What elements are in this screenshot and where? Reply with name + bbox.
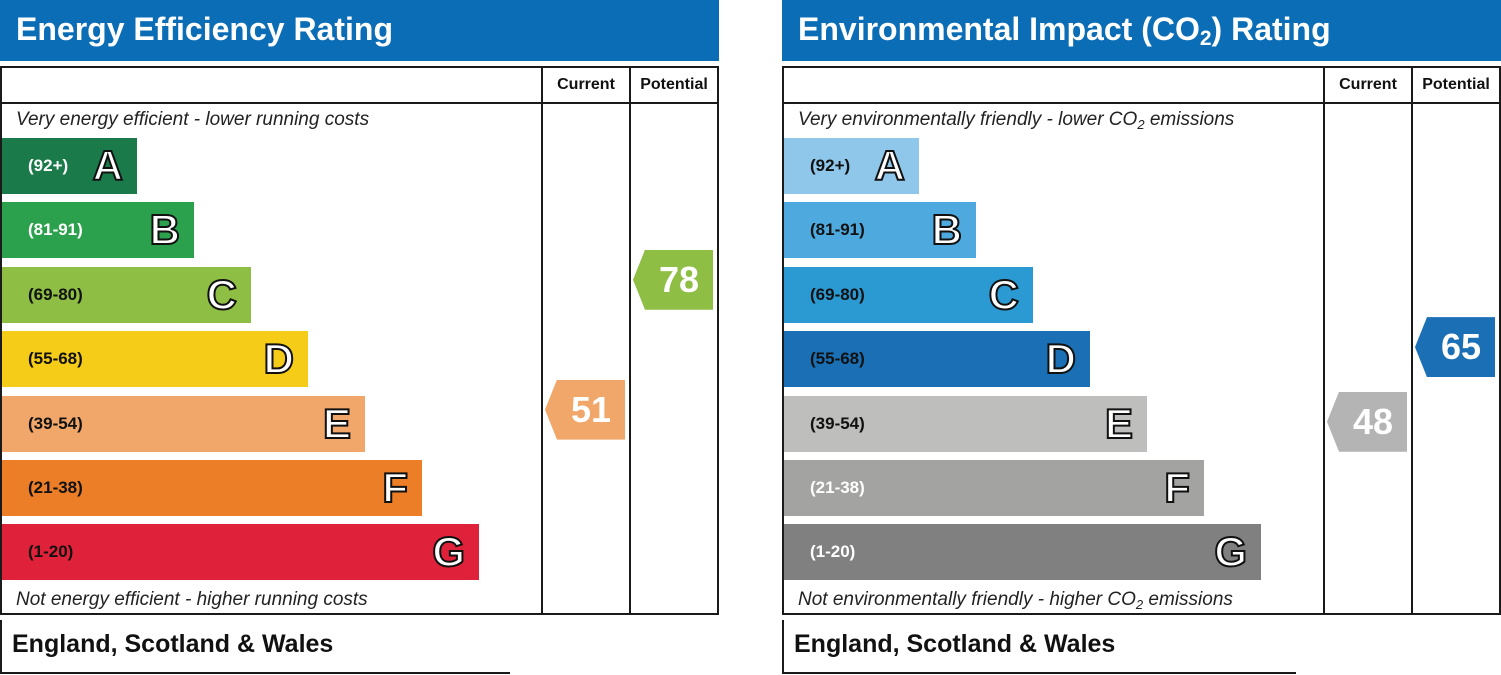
top-note: Very energy efficient - lower running co…: [16, 109, 370, 130]
band-range-label: (1-20): [810, 542, 856, 562]
footer: England, Scotland & Wales: [782, 620, 1296, 674]
band-range-label: (69-80): [810, 284, 865, 304]
footer-region: England, Scotland & Wales: [12, 630, 334, 658]
current-column-divider: [1323, 68, 1325, 613]
header-divider: [784, 102, 1499, 104]
band-letter: B: [149, 205, 181, 254]
potential-arrow-shape: [633, 249, 713, 310]
potential-rating-arrow: 78: [633, 249, 713, 310]
band-c: (69-80) C: [784, 266, 1033, 323]
top-note: Very environmentally friendly - lower CO…: [798, 109, 1234, 131]
header-divider: [2, 102, 717, 104]
band-range-label: (92+): [810, 156, 851, 175]
potential-rating-value: 78: [658, 258, 700, 300]
band-letter: D: [263, 334, 295, 383]
band-range-label: (81-91): [28, 220, 83, 240]
band-range-label: (39-54): [28, 413, 83, 433]
band-range-label: (21-38): [28, 478, 83, 497]
band-f: (21-38) F: [2, 460, 422, 516]
top-note-subscript: 2: [1137, 117, 1145, 132]
potential-column-divider: [629, 68, 631, 613]
band-g: (1-20) G: [784, 524, 1261, 581]
bottom-note-tail: emissions: [1143, 589, 1233, 610]
top-note-tail: emissions: [1144, 109, 1235, 130]
band-letter: C: [206, 270, 238, 319]
current-rating-value: 48: [1352, 400, 1394, 442]
chart-title-subscript: 2: [1199, 27, 1212, 50]
band-letter: A: [874, 141, 906, 190]
current-column-header: Current: [557, 76, 615, 93]
band-letter: E: [1104, 399, 1134, 448]
footer-region: England, Scotland & Wales: [794, 630, 1116, 658]
band-range-label: (55-68): [810, 349, 865, 369]
chart-title-tail: ) Rating: [1211, 11, 1331, 47]
chart-frame: Current Potential Very energy efficient …: [0, 66, 719, 615]
band-letter: E: [322, 399, 352, 448]
energy-efficiency-chart: Energy Efficiency Rating Current Potenti…: [0, 0, 720, 675]
band-d: (55-68) D: [784, 331, 1090, 388]
potential-rating-value: 65: [1440, 326, 1482, 368]
current-rating-arrow: 51: [545, 379, 625, 440]
current-arrow-shape: [545, 379, 625, 440]
band-f: (21-38) F: [784, 460, 1204, 516]
current-column-divider: [541, 68, 543, 613]
band-letter: F: [1163, 463, 1191, 512]
band-e: (39-54) E: [2, 395, 365, 452]
band-letter: D: [1045, 334, 1077, 383]
potential-column-header: Potential: [1422, 76, 1490, 93]
potential-column-header: Potential: [640, 76, 708, 93]
band-letter: C: [988, 270, 1020, 319]
chart-title-bar: Energy Efficiency Rating: [0, 0, 719, 61]
potential-arrow-shape: [1415, 317, 1495, 378]
band-range-label: (55-68): [28, 349, 83, 369]
chart-title-bar: Environmental Impact (CO2) Rating: [782, 0, 1501, 61]
band-a: (92+) A: [784, 138, 919, 194]
bottom-note-subscript: 2: [1135, 597, 1144, 612]
bottom-note: Not environmentally friendly - higher CO…: [798, 589, 1233, 611]
band-letter: G: [431, 527, 466, 576]
bottom-note: Not energy efficient - higher running co…: [16, 589, 368, 610]
current-rating-arrow: 48: [1327, 391, 1407, 452]
band-letter: A: [92, 141, 124, 190]
band-letter: G: [1213, 527, 1248, 576]
band-range-label: (1-20): [28, 542, 74, 562]
current-arrow-shape: [1327, 391, 1407, 452]
footer: England, Scotland & Wales: [0, 620, 510, 674]
current-column-header: Current: [1339, 76, 1397, 93]
environmental-impact-chart: Environmental Impact (CO2) Rating Curren…: [782, 0, 1501, 675]
chart-title: Environmental Impact (CO2) Rating: [798, 11, 1331, 50]
band-range-label: (81-91): [810, 220, 865, 240]
top-note-main: Very environmentally friendly - lower CO: [798, 109, 1138, 130]
band-range-label: (39-54): [810, 413, 865, 433]
band-range-label: (69-80): [28, 284, 83, 304]
band-d: (55-68) D: [2, 331, 308, 388]
chart-title-main: Environmental Impact (CO: [798, 11, 1200, 47]
chart-frame: Current Potential Very environmentally f…: [782, 66, 1501, 615]
band-e: (39-54) E: [784, 395, 1147, 452]
band-b: (81-91) B: [2, 202, 194, 259]
band-letter: F: [381, 463, 409, 512]
band-range-label: (21-38): [810, 478, 865, 497]
band-a: (92+) A: [2, 138, 137, 194]
current-rating-value: 51: [570, 388, 612, 430]
chart-title: Energy Efficiency Rating: [16, 11, 393, 47]
band-g: (1-20) G: [2, 524, 479, 581]
band-range-label: (92+): [28, 156, 69, 175]
potential-rating-arrow: 65: [1415, 317, 1495, 378]
bottom-note-main: Not environmentally friendly - higher CO: [798, 589, 1136, 610]
band-letter: B: [931, 205, 963, 254]
potential-column-divider: [1411, 68, 1413, 613]
band-b: (81-91) B: [784, 202, 976, 259]
band-c: (69-80) C: [2, 266, 251, 323]
